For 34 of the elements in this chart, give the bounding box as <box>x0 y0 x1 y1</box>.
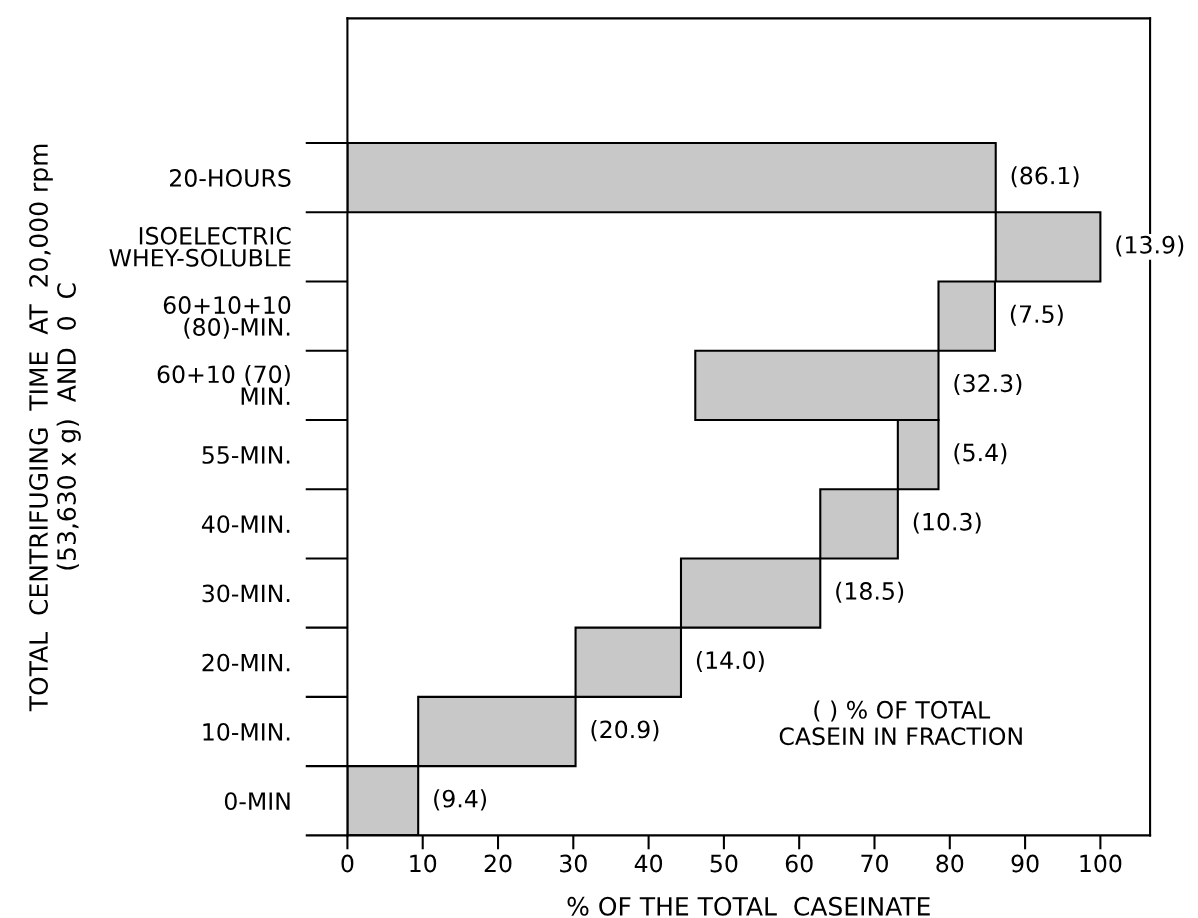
y-tick-label: ISOELECTRIC WHEY-SOLUBLE <box>109 226 291 267</box>
y-tick-label: 55-MIN. <box>202 446 290 464</box>
data-label: (10.3) <box>913 512 981 534</box>
data-label: (20.9) <box>591 720 659 742</box>
data-label: (14.0) <box>696 650 764 672</box>
x-tick-label: 10 <box>410 854 437 873</box>
data-label: (5.4) <box>954 443 1007 465</box>
x-tick-label: 70 <box>861 854 888 873</box>
y-tick-label: 40-MIN. <box>201 515 290 534</box>
y-tick-label: 10-MIN. <box>203 722 290 741</box>
data-label: (86.1) <box>1011 166 1079 188</box>
data-label: (7.5) <box>1010 304 1063 326</box>
annotation: ( ) % OF TOTAL CASEIN IN FRACTION <box>779 700 1022 746</box>
y-tick-label: 20-HOURS <box>170 169 291 187</box>
data-label: (18.5) <box>836 581 904 603</box>
x-tick-label: 50 <box>710 854 738 873</box>
x-tick-label: 20 <box>484 854 512 873</box>
y-axis-title: TOTAL CENTRIFUGING TIME AT 20,000 rpm (53,630 x g) AND 0 C <box>29 144 81 712</box>
x-tick-label: 80 <box>936 854 964 873</box>
x-axis-title: % OF THE TOTAL CASEINATE <box>567 896 930 916</box>
y-tick-label: 60+10+10 (80)-MIN. <box>163 296 291 339</box>
data-label: (32.3) <box>954 373 1022 395</box>
x-tick-label: 100 <box>1080 854 1122 873</box>
y-tick-label: 20-MIN. <box>202 653 290 672</box>
x-tick-label: 0 <box>341 854 354 873</box>
y-tick-label: 0-MIN <box>224 792 290 811</box>
x-tick-label: 90 <box>1011 854 1039 873</box>
x-tick-label: 60 <box>785 854 813 873</box>
x-tick-label: 40 <box>634 854 663 873</box>
data-label: (13.9) <box>1116 235 1184 257</box>
y-tick-label: 30-MIN. <box>202 584 290 603</box>
x-tick-label: 30 <box>560 854 587 873</box>
y-tick-label: 60+10 (70) MIN. <box>157 364 290 405</box>
data-label: (9.4) <box>434 789 487 811</box>
